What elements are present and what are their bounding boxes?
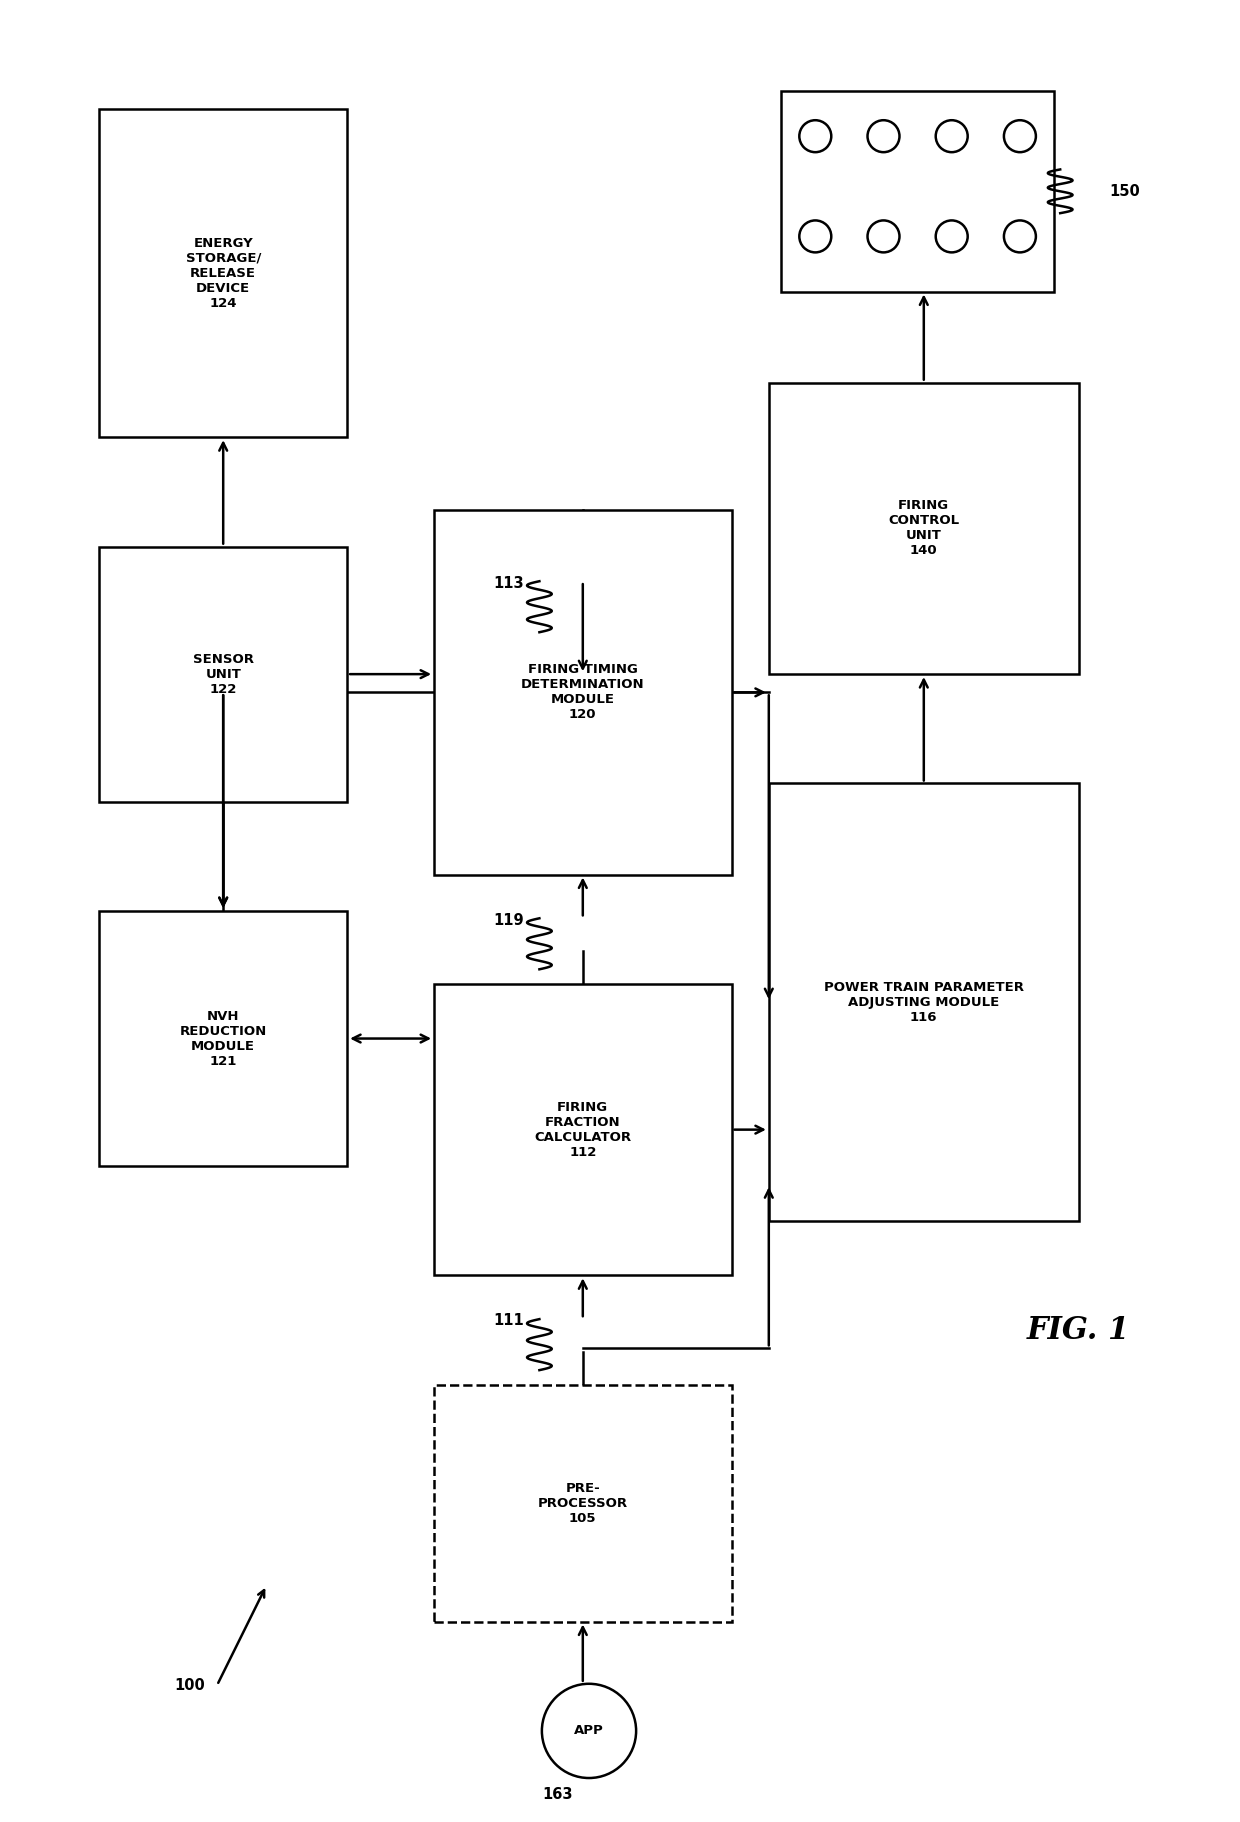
Bar: [434, 510, 732, 875]
Text: 113: 113: [494, 576, 523, 590]
Ellipse shape: [936, 220, 967, 253]
Text: ENERGY
STORAGE/
RELEASE
DEVICE
124: ENERGY STORAGE/ RELEASE DEVICE 124: [186, 237, 260, 310]
Bar: [434, 1385, 732, 1622]
Ellipse shape: [868, 220, 899, 253]
Ellipse shape: [542, 1684, 636, 1778]
Text: POWER TRAIN PARAMETER
ADJUSTING MODULE
116: POWER TRAIN PARAMETER ADJUSTING MODULE 1…: [823, 980, 1024, 1024]
Bar: [769, 383, 1079, 674]
Text: 111: 111: [494, 1314, 523, 1328]
Text: FIRING
CONTROL
UNIT
140: FIRING CONTROL UNIT 140: [888, 499, 960, 558]
Text: 119: 119: [494, 913, 523, 927]
Ellipse shape: [868, 120, 899, 153]
Ellipse shape: [936, 120, 967, 153]
Text: SENSOR
UNIT
122: SENSOR UNIT 122: [192, 652, 254, 696]
Bar: [99, 109, 347, 437]
Text: 150: 150: [1110, 184, 1141, 199]
Ellipse shape: [1004, 120, 1035, 153]
Bar: [99, 547, 347, 802]
Bar: [781, 91, 1054, 292]
Ellipse shape: [800, 220, 831, 253]
Text: FIG. 1: FIG. 1: [1027, 1314, 1131, 1346]
Text: 100: 100: [174, 1678, 205, 1693]
Text: FIRING
FRACTION
CALCULATOR
112: FIRING FRACTION CALCULATOR 112: [534, 1100, 631, 1159]
Bar: [434, 984, 732, 1275]
Bar: [769, 783, 1079, 1221]
Bar: [99, 911, 347, 1166]
Ellipse shape: [800, 120, 831, 153]
Text: PRE-
PROCESSOR
105: PRE- PROCESSOR 105: [538, 1481, 627, 1525]
Text: APP: APP: [574, 1724, 604, 1738]
Text: 163: 163: [543, 1787, 573, 1802]
Text: FIRING TIMING
DETERMINATION
MODULE
120: FIRING TIMING DETERMINATION MODULE 120: [521, 663, 645, 722]
Text: NVH
REDUCTION
MODULE
121: NVH REDUCTION MODULE 121: [180, 1009, 267, 1068]
Ellipse shape: [1004, 220, 1035, 253]
